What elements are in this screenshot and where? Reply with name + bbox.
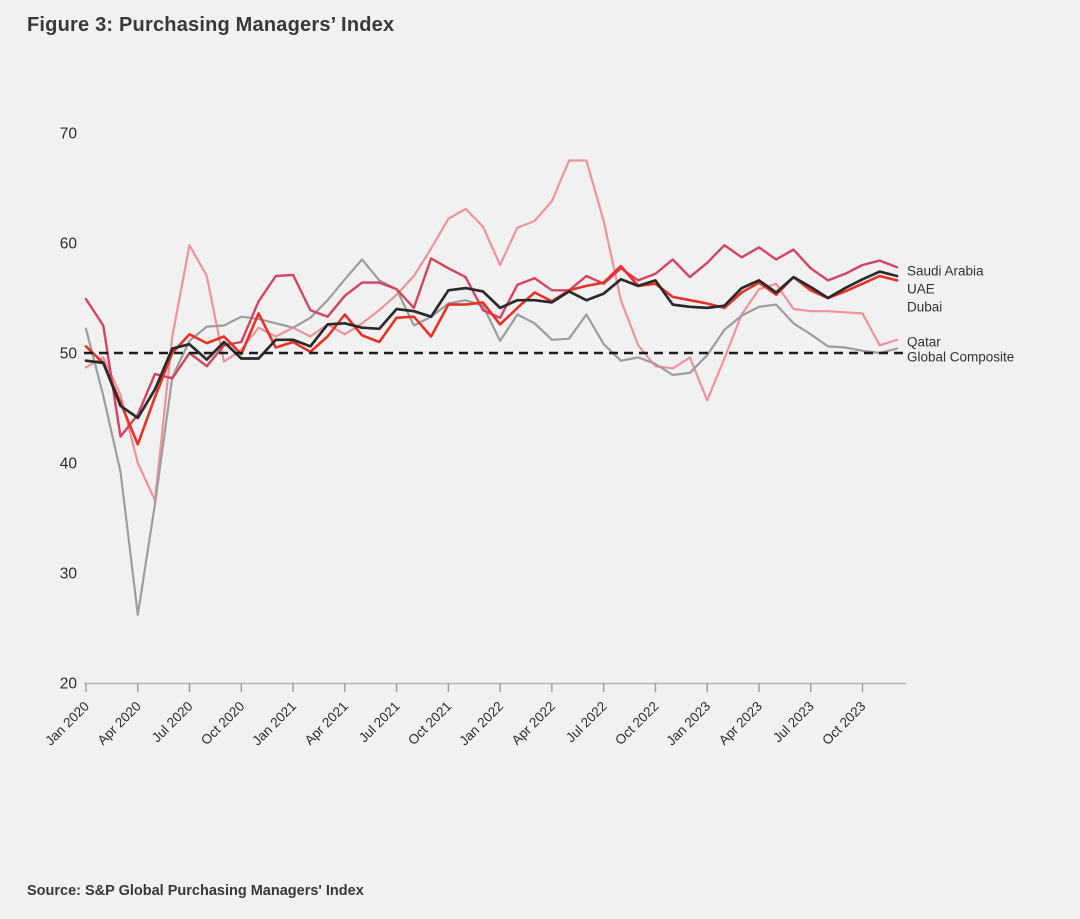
- y-axis-label-30: 30: [60, 566, 78, 583]
- y-axis-label-50: 50: [60, 346, 78, 363]
- x-axis-label-apr-2023: Apr 2023: [716, 699, 765, 748]
- series-label-uae: UAE: [907, 282, 935, 297]
- x-axis-label-oct-2023: Oct 2023: [819, 699, 868, 748]
- series-label-dubai: Dubai: [907, 300, 942, 315]
- x-axis-label-jul-2021: Jul 2021: [356, 699, 403, 746]
- x-axis-label-oct-2022: Oct 2022: [612, 699, 661, 748]
- series-label-saudi-arabia: Saudi Arabia: [907, 264, 984, 279]
- x-axis-label-jul-2023: Jul 2023: [770, 699, 817, 746]
- x-axis-label-jul-2020: Jul 2020: [149, 699, 196, 746]
- x-axis-label-oct-2020: Oct 2020: [198, 699, 247, 748]
- x-axis-label-jan-2020: Jan 2020: [42, 699, 92, 749]
- y-axis-label-60: 60: [60, 236, 78, 253]
- x-axis-label-jan-2022: Jan 2022: [456, 699, 506, 749]
- series-label-global-composite: Global Composite: [907, 350, 1014, 365]
- x-axis-label-jul-2022: Jul 2022: [563, 699, 610, 746]
- x-axis-label-oct-2021: Oct 2021: [405, 699, 454, 748]
- x-axis-label-jan-2023: Jan 2023: [663, 699, 713, 749]
- series-line-uae: [84, 270, 899, 420]
- x-axis-label-apr-2021: Apr 2021: [302, 699, 351, 748]
- series-line-saudi-arabia: [84, 243, 899, 438]
- series-line-dubai: [84, 264, 899, 446]
- series-line-global-composite: [84, 258, 899, 616]
- series-line-qatar: [84, 159, 899, 502]
- x-axis-label-apr-2022: Apr 2022: [509, 699, 558, 748]
- x-axis-label-jan-2021: Jan 2021: [249, 699, 299, 749]
- series-label-qatar: Qatar: [907, 335, 941, 350]
- y-axis-label-20: 20: [60, 676, 78, 693]
- y-axis-label-40: 40: [60, 456, 78, 473]
- y-axis-label-70: 70: [60, 126, 78, 143]
- x-axis-label-apr-2020: Apr 2020: [95, 699, 144, 748]
- source-note: Source: S&P Global Purchasing Managers' …: [27, 883, 364, 899]
- figure-title: Figure 3: Purchasing Managers’ Index: [27, 14, 395, 36]
